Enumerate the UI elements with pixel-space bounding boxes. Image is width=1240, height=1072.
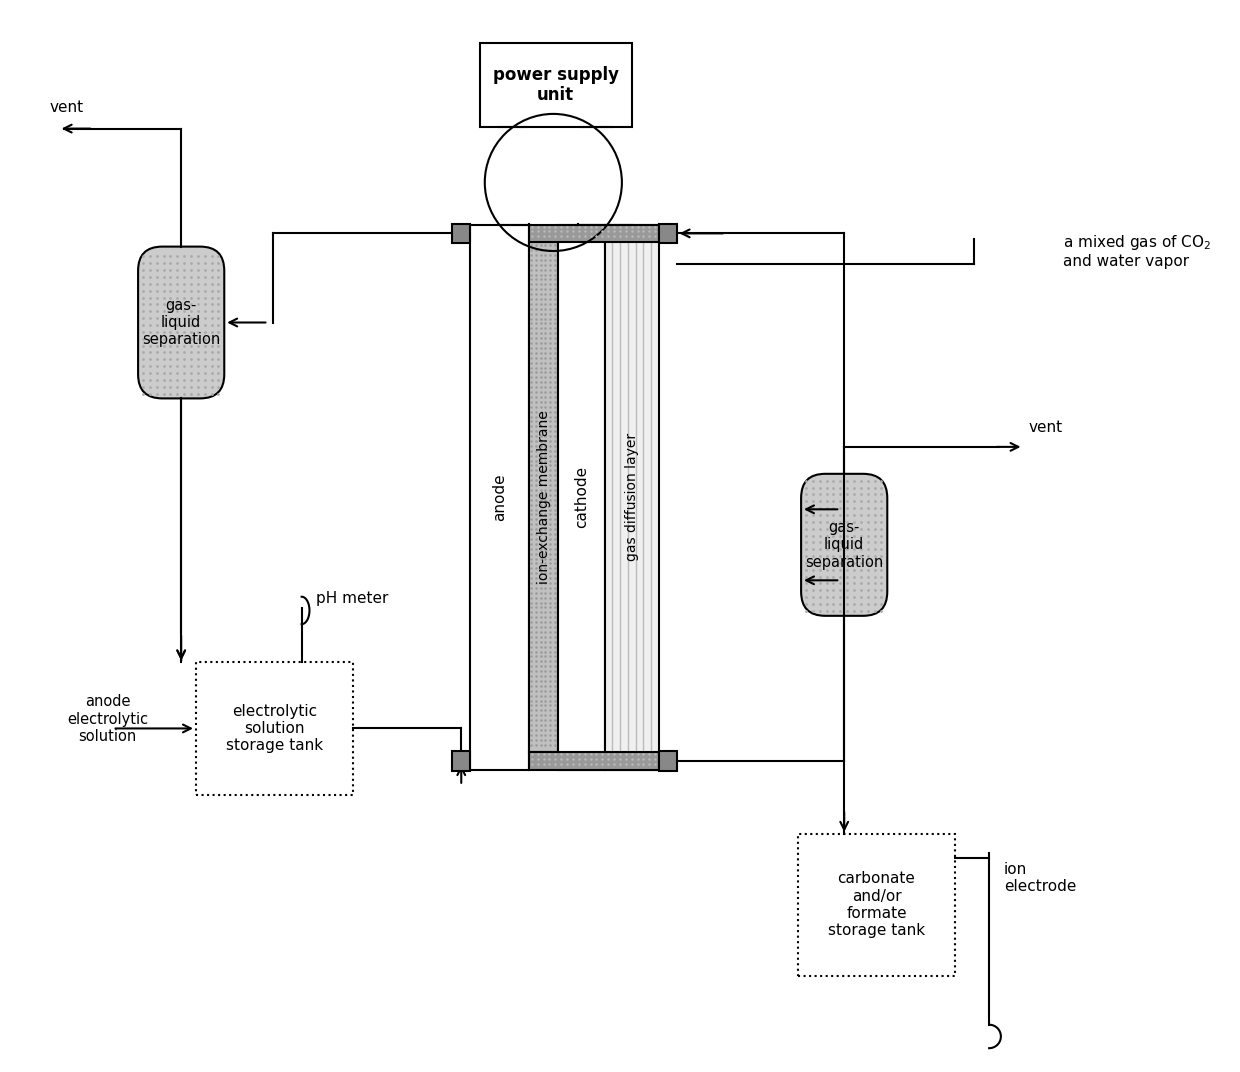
Text: cathode: cathode — [574, 466, 589, 528]
Bar — [453, 751, 470, 771]
Text: vent: vent — [50, 100, 83, 115]
Bar — [558, 224, 605, 770]
FancyBboxPatch shape — [801, 474, 888, 615]
Text: anode
electrolytic
solution: anode electrolytic solution — [67, 695, 149, 744]
Bar — [528, 753, 660, 770]
Bar — [660, 224, 677, 243]
Text: power supply
unit: power supply unit — [492, 65, 619, 104]
FancyBboxPatch shape — [138, 247, 224, 399]
Text: ion-exchange membrane: ion-exchange membrane — [537, 411, 551, 584]
Bar — [605, 224, 660, 770]
Text: pH meter: pH meter — [316, 591, 388, 606]
Text: ion
electrode: ion electrode — [1004, 862, 1076, 894]
Text: vent: vent — [1028, 420, 1063, 435]
Text: gas diffusion layer: gas diffusion layer — [625, 433, 639, 562]
Bar — [528, 242, 558, 753]
Text: anode: anode — [492, 474, 507, 521]
Bar — [660, 751, 677, 771]
Bar — [196, 662, 352, 794]
Bar — [470, 224, 528, 770]
Bar — [528, 224, 660, 242]
Bar — [480, 43, 631, 126]
Bar — [799, 834, 955, 976]
Text: a mixed gas of CO$_2$
and water vapor: a mixed gas of CO$_2$ and water vapor — [1063, 233, 1210, 269]
Text: carbonate
and/or
formate
storage tank: carbonate and/or formate storage tank — [828, 872, 925, 938]
Bar — [453, 224, 470, 243]
Text: electrolytic
solution
storage tank: electrolytic solution storage tank — [226, 703, 322, 754]
Text: gas-
liquid
separation: gas- liquid separation — [143, 298, 221, 347]
Text: gas-
liquid
separation: gas- liquid separation — [805, 520, 883, 569]
